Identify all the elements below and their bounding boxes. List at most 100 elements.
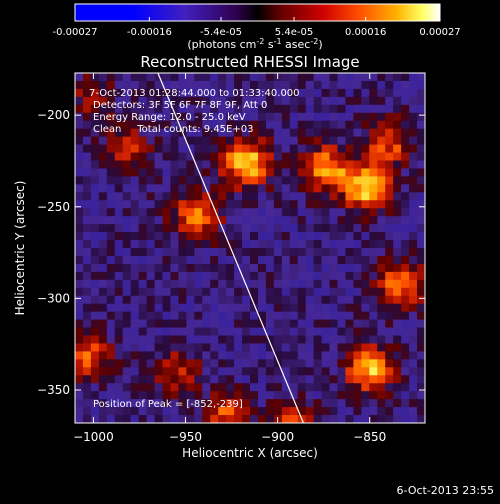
heat-cell [138,88,148,98]
heat-cell [385,311,394,321]
heat-cell [417,303,425,313]
heat-cell [409,343,418,353]
heat-cell [313,224,323,233]
heat-cell [90,287,100,297]
heat-cell [321,232,331,241]
heat-cell [409,136,418,146]
heat-cell [122,112,132,122]
heat-cell [321,383,331,392]
heat-cell [385,335,394,345]
heat-cell [138,248,148,257]
heat-cell [409,407,418,416]
heat-cell [417,415,425,423]
heat-cell [401,335,410,345]
heat-cell [329,415,339,423]
heat-cell [250,383,259,392]
heat-cell [409,80,418,90]
heat-cell [377,200,386,209]
heat-cell [329,216,339,225]
heat-cell [210,327,219,337]
heat-cell [138,208,148,217]
heat-cell [369,391,378,400]
heat-cell [170,343,180,353]
heat-cell [82,168,92,178]
heat-cell [186,407,195,416]
heat-cell [265,200,275,209]
heat-cell [250,327,259,337]
heat-cell [146,80,156,90]
heat-cell [257,160,267,170]
heat-cell [265,391,275,400]
heat-cell [337,391,347,400]
heat-cell [154,248,164,257]
heat-cell [170,73,180,82]
heat-cell [186,184,195,193]
heat-cell [162,152,172,162]
heat-cell [361,407,370,416]
heat-cell [385,152,394,162]
heat-cell [257,240,267,249]
heat-cell [75,287,84,297]
heat-cell [234,343,243,353]
heat-cell [265,160,275,170]
heat-cell [75,96,84,106]
heat-cell [75,255,84,265]
heat-cell [353,184,362,193]
heat-cell [234,80,243,90]
heat-cell [90,335,100,345]
heat-cell [313,168,323,178]
heat-cell [234,263,243,273]
heat-cell [154,287,164,297]
heat-cell [250,232,259,241]
heat-cell [321,184,331,193]
heat-cell [281,359,291,368]
heat-cell [162,216,172,225]
heat-cell [170,104,180,114]
heat-cell [90,359,100,368]
heat-cell [194,255,203,265]
heat-cell [377,383,386,392]
heat-cell [194,224,203,233]
heat-cell [242,96,251,106]
heat-cell [273,73,283,82]
heat-cell [297,303,307,313]
heat-cell [305,184,315,193]
heat-cell [75,303,84,313]
heat-cell [154,295,164,305]
heat-cell [409,168,418,178]
heat-cell [202,168,211,178]
heat-cell [273,375,283,384]
colorbar-tick-label: 0.00016 [345,27,386,38]
heat-cell [409,319,418,329]
heat-cell [401,184,410,193]
heat-cell [289,216,299,225]
heat-cell [75,399,84,408]
heat-cell [337,184,347,193]
heat-cell [242,80,251,90]
heat-cell [329,399,339,408]
heat-cell [138,232,148,241]
heat-cell [234,375,243,384]
heat-cell [218,303,227,313]
heat-cell [281,240,291,249]
heat-cell [281,128,291,138]
heat-cell [210,168,219,178]
heat-cell [393,232,402,241]
y-tick-label: −350 [37,383,70,397]
heat-cell [170,248,180,257]
heat-cell [154,279,164,289]
heat-cell [138,128,148,138]
heat-cell [138,383,148,392]
heat-cell [242,303,251,313]
heat-cell [281,335,291,345]
heat-cell [82,128,92,138]
heat-cell [329,232,339,241]
heat-cell [417,88,425,98]
heat-cell [106,335,116,345]
heat-cell [90,367,100,376]
heat-cell [98,335,108,345]
heat-cell [154,271,164,281]
annotation-time-range: 7-Oct-2013 01:28:44.000 to 01:33:40.000 [89,88,300,99]
heat-cell [250,263,259,273]
heat-cell [377,232,386,241]
